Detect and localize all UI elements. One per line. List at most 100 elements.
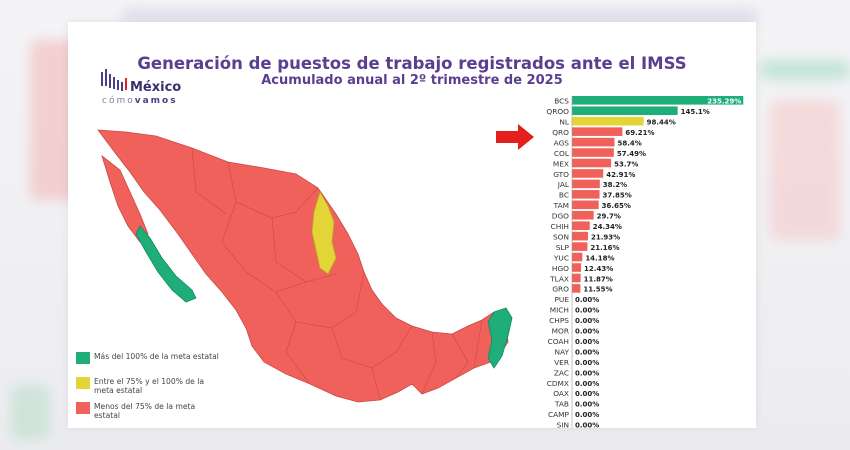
value-label: 24.34% (593, 223, 622, 231)
bar (572, 273, 581, 283)
value-label: 0.00% (575, 359, 599, 367)
category-label: VER (554, 358, 569, 367)
value-label: 21.16% (590, 244, 619, 252)
value-label: 21.93% (591, 233, 620, 241)
value-label: 11.55% (583, 286, 612, 294)
logo-tagline: cómovamos (102, 96, 178, 106)
bar (572, 96, 744, 105)
bar-chart: BCS 235.29% QROO 145.1% NL 98.44% QRO 69.21% AGS… (546, 96, 744, 428)
bar (572, 210, 594, 220)
category-label: QRO (552, 128, 569, 137)
category-label: HGO (552, 264, 569, 273)
highlight-arrow-icon (496, 124, 534, 150)
category-label: MICH (550, 306, 569, 315)
bar (572, 106, 678, 116)
bar (572, 179, 600, 189)
chart-title: Generación de puestos de trabajo registr… (137, 54, 687, 73)
value-label: 0.00% (575, 317, 599, 325)
bar (572, 169, 604, 178)
logo-bars-icon (101, 69, 127, 91)
legend-swatch-yellow (76, 377, 90, 389)
map-state-borders (191, 147, 483, 401)
category-label: MOR (552, 327, 569, 336)
category-label: QROO (546, 107, 569, 116)
value-label: 0.00% (575, 390, 599, 398)
value-label: 0.00% (575, 380, 599, 388)
map-bcs-green (135, 225, 197, 303)
category-label: SON (553, 232, 569, 241)
value-label: 145.1% (681, 108, 710, 116)
value-label: 69.21% (625, 129, 654, 137)
bar (572, 242, 588, 251)
category-label: SIN (557, 421, 569, 428)
category-label: DGO (552, 212, 569, 221)
bar (572, 116, 644, 126)
value-label: 0.00% (575, 422, 599, 428)
category-label: NL (559, 118, 570, 127)
value-label: 29.7% (597, 213, 621, 221)
value-label: 0.00% (575, 348, 599, 356)
logo-tag-a: cómo (102, 96, 135, 106)
legend-label-yellow: Entre el 75% y el 100% de la meta estata… (94, 377, 205, 395)
category-label: GTO (553, 170, 569, 179)
bar (572, 263, 582, 272)
value-label: 12.43% (584, 265, 613, 273)
category-label: NAY (554, 347, 569, 356)
category-label: CHIH (551, 222, 569, 231)
value-label: 11.87% (584, 275, 613, 283)
value-label: 0.00% (575, 411, 599, 419)
category-label: COL (554, 149, 570, 158)
category-label: TAB (554, 400, 569, 409)
value-label: 0.00% (575, 328, 599, 336)
value-label: 53.7% (614, 160, 638, 168)
bar (572, 284, 581, 293)
category-label: BC (559, 191, 569, 200)
category-label: BCS (554, 97, 569, 106)
bar (572, 127, 623, 136)
value-label: 37.85% (603, 192, 632, 200)
value-label: 36.65% (602, 202, 631, 210)
background-blur-right-red (770, 100, 840, 240)
bar (572, 200, 599, 210)
value-label: 14.18% (585, 254, 614, 262)
category-label: CHPS (549, 316, 569, 325)
bar (572, 252, 583, 262)
map-qroo-green (487, 307, 513, 369)
map-nl-yellow (311, 190, 337, 275)
background-blur-bottom-left (10, 385, 50, 440)
bar (572, 231, 588, 241)
category-label: CDMX (547, 379, 569, 388)
value-label: 0.00% (575, 296, 599, 304)
value-label: 0.00% (575, 338, 599, 346)
value-label: 235.29% (707, 98, 741, 106)
legend-label-red: Menos del 75% de la meta estatal (94, 402, 196, 420)
category-label: PUE (554, 295, 569, 304)
bar (572, 158, 612, 168)
category-label: ZAC (554, 368, 569, 377)
chart-subtitle: Acumulado anual al 2º trimestre de 2025 (261, 73, 563, 88)
legend-swatch-green (76, 352, 90, 364)
category-label: GRO (552, 285, 569, 294)
category-label: TAM (553, 201, 569, 210)
value-label: 42.91% (606, 171, 635, 179)
category-label: OAX (553, 389, 569, 398)
category-label: MEX (553, 159, 569, 168)
category-label: JAL (557, 180, 570, 189)
category-label: CAMP (548, 410, 570, 419)
value-label: 98.44% (647, 119, 676, 127)
bar (572, 148, 614, 157)
category-label: COAH (548, 337, 569, 346)
category-label: AGS (554, 138, 570, 147)
value-label: 58.4% (618, 139, 642, 147)
category-label: SLP (556, 243, 570, 252)
category-label: YUC (553, 253, 569, 262)
legend-swatch-red (76, 402, 90, 414)
bar (572, 137, 615, 147)
bar (572, 190, 600, 199)
category-label: TLAX (549, 274, 569, 283)
logo-tag-b: vamos (134, 96, 178, 106)
value-label: 0.00% (575, 307, 599, 315)
value-label: 0.00% (575, 369, 599, 377)
value-label: 57.49% (617, 150, 646, 158)
infographic-card: Generación de puestos de trabajo registr… (68, 22, 756, 428)
